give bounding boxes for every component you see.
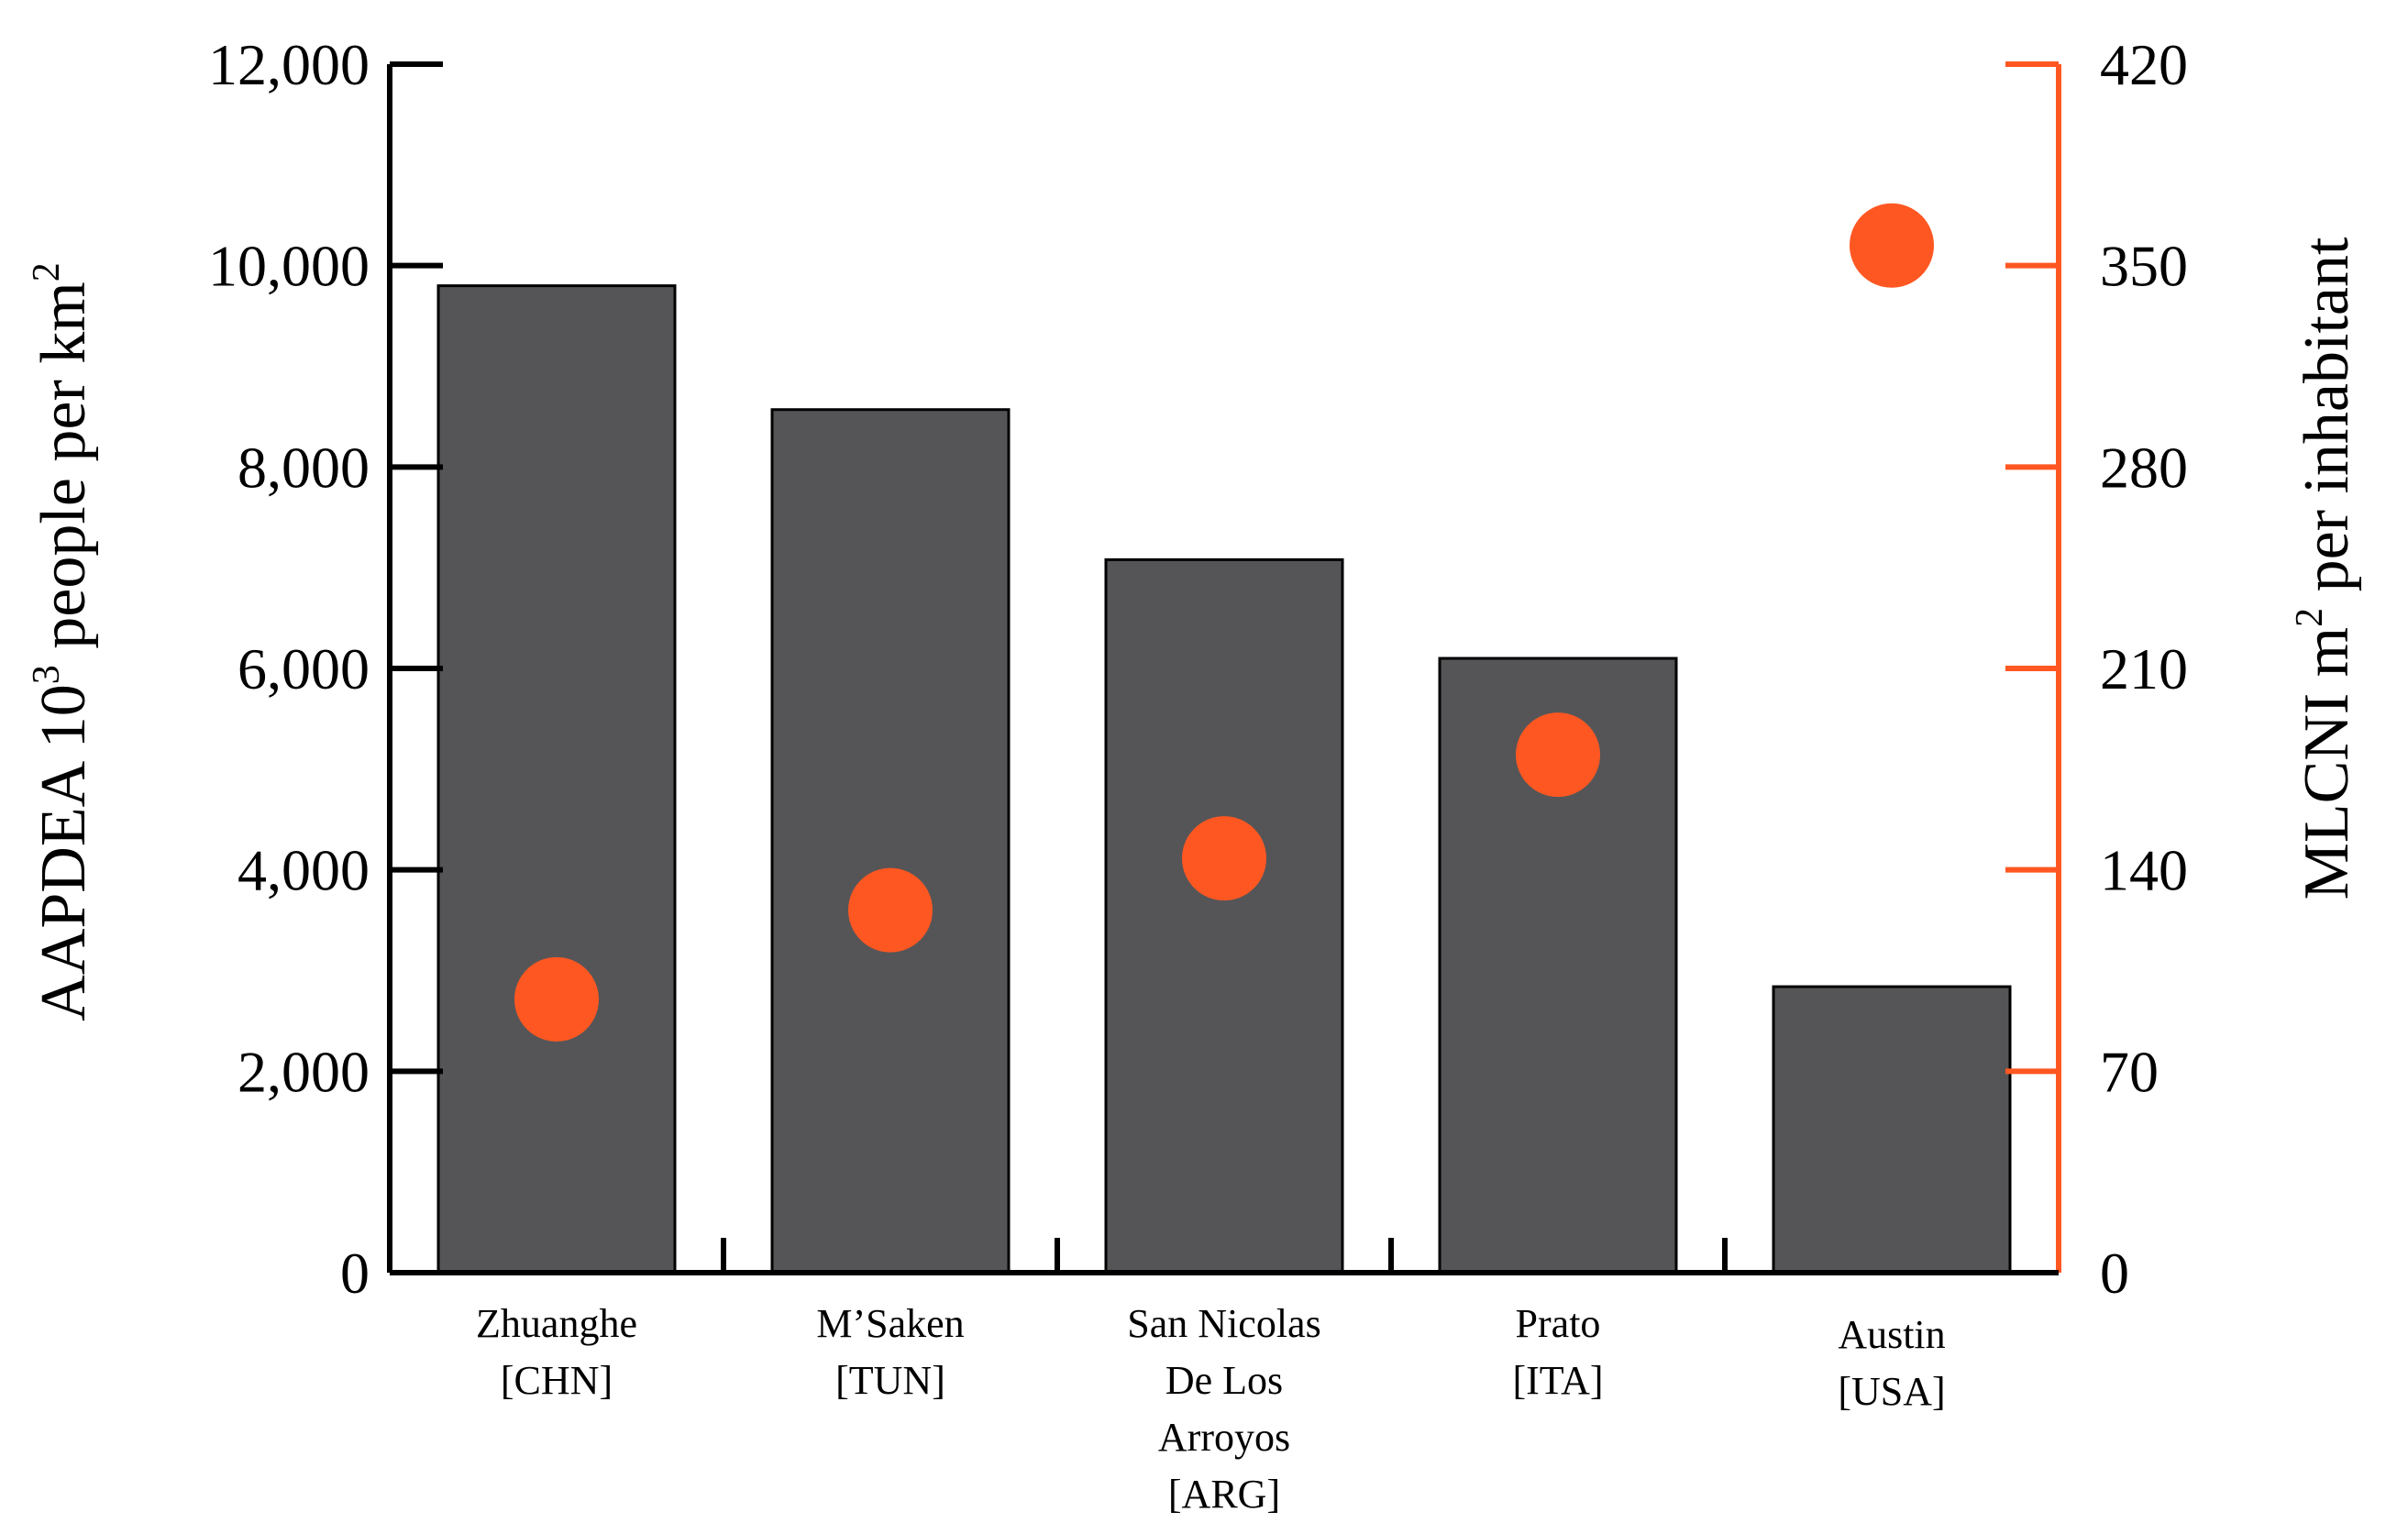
category-label-1-line-0: M’Saken xyxy=(816,1301,964,1346)
right-tick-label-0: 0 xyxy=(2100,1241,2129,1306)
right-tick-label-6: 420 xyxy=(2100,32,2188,97)
points-layer xyxy=(514,203,1934,1042)
right-tick-label-1: 70 xyxy=(2100,1039,2159,1104)
left-axis-title-sup2: 2 xyxy=(26,262,68,281)
right-tick-label-5: 350 xyxy=(2100,234,2188,299)
right-axis-title-rest: per inhabitant xyxy=(2292,237,2362,608)
left-tick-label-1: 2,000 xyxy=(237,1039,370,1104)
left-tick-label-6: 12,000 xyxy=(208,32,370,97)
left-tick-label-4: 8,000 xyxy=(237,435,370,500)
point-1 xyxy=(848,867,933,953)
point-4 xyxy=(1850,203,1934,288)
category-label-2-line-0: San Nicolas xyxy=(1127,1301,1320,1346)
category-label-4-line-0: Austin xyxy=(1838,1312,1945,1357)
right-tick-label-2: 140 xyxy=(2100,838,2188,903)
right-tick-label-4: 280 xyxy=(2100,435,2188,500)
left-tick-label-3: 6,000 xyxy=(237,636,370,701)
category-label-1-line-1: [TUN] xyxy=(835,1358,945,1403)
axes-layer xyxy=(387,61,2061,1275)
category-label-0-line-1: [CHN] xyxy=(501,1358,613,1403)
category-label-0-line-0: Zhuanghe xyxy=(476,1301,637,1346)
right-axis-title: MLCNI m2 per inhabitant xyxy=(2289,237,2362,899)
bar-0 xyxy=(436,284,677,1275)
category-label-0: Zhuanghe [CHN] xyxy=(476,1301,637,1403)
left-tick-label-2: 4,000 xyxy=(237,838,370,903)
right-tick-label-3: 210 xyxy=(2100,636,2188,701)
left-tick-label-5: 10,000 xyxy=(208,234,370,299)
bars-layer xyxy=(436,284,2012,1275)
point-3 xyxy=(1516,712,1600,798)
category-label-2-line-3: [ARG] xyxy=(1168,1472,1280,1517)
left-tick-label-0: 0 xyxy=(340,1241,370,1306)
category-label-2-line-1: De Los xyxy=(1165,1358,1283,1403)
right-axis-title-sup: 2 xyxy=(2289,608,2331,627)
category-label-3-line-1: [ITA] xyxy=(1512,1358,1603,1403)
category-label-4-line-1: [USA] xyxy=(1838,1369,1945,1414)
left-axis-title-main: AAPDEA 10 xyxy=(28,684,99,1021)
category-label-3: Prato [ITA] xyxy=(1512,1301,1603,1403)
point-0 xyxy=(514,956,599,1042)
category-label-3-line-0: Prato xyxy=(1516,1301,1601,1346)
category-label-2: San Nicolas De Los Arroyos [ARG] xyxy=(1127,1301,1320,1517)
right-axis-title-main: MLCNI m xyxy=(2292,627,2362,900)
category-label-2-line-2: Arroyos xyxy=(1158,1415,1290,1460)
category-label-4: Austin [USA] xyxy=(1838,1312,1945,1414)
bar-1 xyxy=(770,408,1011,1275)
left-axis-title: AAPDEA 103 people per km2 xyxy=(26,262,99,1021)
labels-layer: 0 2,000 4,000 6,000 8,000 10,000 12,000 0 70 140 2… xyxy=(208,32,2188,1517)
bar-2 xyxy=(1104,557,1344,1275)
bar-4 xyxy=(1772,985,2012,1275)
point-2 xyxy=(1182,816,1266,901)
left-axis-title-rest: people per km xyxy=(28,281,99,665)
left-axis-title-sup: 3 xyxy=(26,665,68,684)
category-label-1: M’Saken [TUN] xyxy=(816,1301,964,1403)
